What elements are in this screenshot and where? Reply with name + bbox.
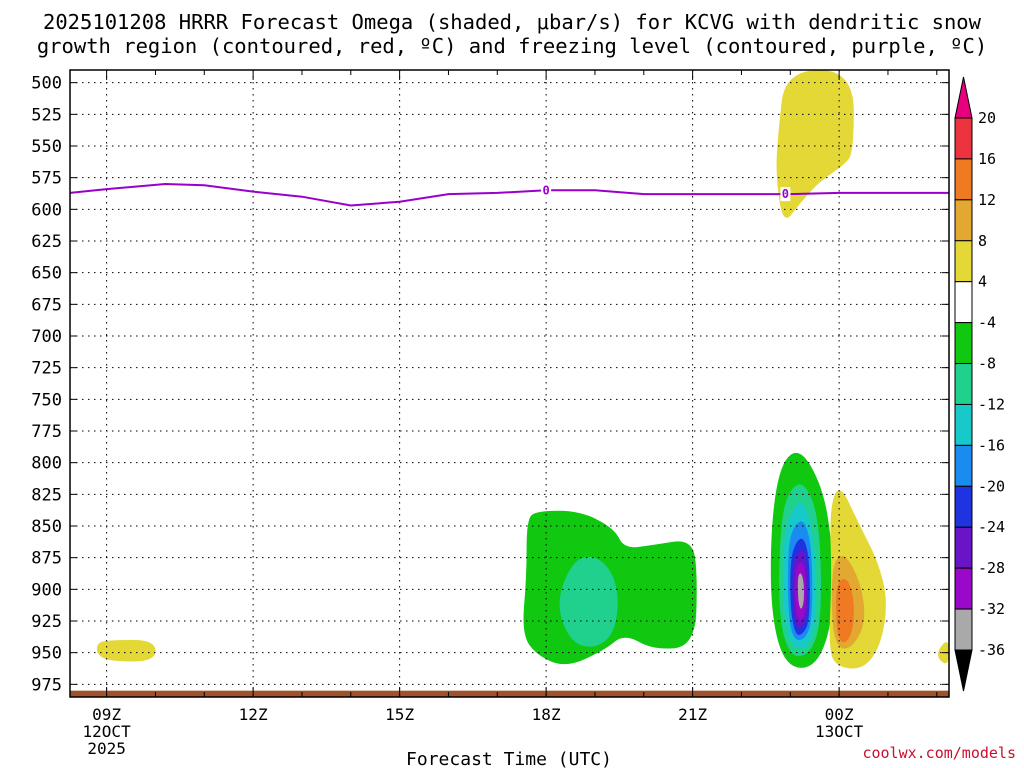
omega-region-sfc-rising-4-early [96,640,156,662]
x-tick-date-09Z: 12OCT [83,722,132,741]
y-tick-label-500: 500 [31,74,62,94]
colorbar-label-11: -28 [978,559,1005,577]
x-tick-label-09Z: 09Z [92,705,121,724]
colorbar-label-10: -24 [978,518,1005,536]
colorbar-swatch-6 [954,363,973,405]
y-tick-label-575: 575 [31,169,62,189]
colorbar-swatch-8 [954,444,973,487]
x-tick-label-15Z: 15Z [385,705,414,724]
x-tick-date-00Z: 13OCT [815,722,864,741]
y-tick-label-825: 825 [31,485,62,505]
colorbar-label-7: -12 [978,395,1005,413]
colorbar-label-1: 16 [978,150,996,168]
y-tick-label-775: 775 [31,422,62,442]
omega-region-teal-1 [559,556,618,647]
y-tick-label-900: 900 [31,580,62,600]
colorbar-swatch-1 [954,158,973,201]
y-tick-label-725: 725 [31,359,62,379]
omega-region-upper-rising-4 [776,70,854,218]
y-tick-label-875: 875 [31,549,62,569]
omega-region-rising-orange [836,579,854,643]
x-axis-label: Forecast Time (UTC) [406,749,612,768]
x-tick-year-09Z: 2025 [87,739,126,758]
colorbar-label-2: 12 [978,191,996,209]
colorbar-legend: 20 16 12 8 4 -4 -8 -12 -16 -20 -24 -28 -32 -36 [954,76,1005,692]
colorbar-label-9: -20 [978,477,1005,495]
x-tick-label-12Z: 12Z [239,705,268,724]
colorbar-label-3: 8 [978,232,987,250]
colorbar-label-13: -36 [978,641,1005,659]
colorbar-swatch-3 [954,240,973,283]
colorbar-label-0: 20 [978,109,996,127]
chart-title-line2: growth region (contoured, red, ºC) and f… [37,34,987,58]
grid-lines [70,70,949,697]
plot-area [70,70,949,697]
colorbar-top-arrow [954,76,973,119]
colorbar-label-8: -16 [978,436,1005,454]
omega-region-sinking-gray [797,573,804,609]
y-tick-label-625: 625 [31,232,62,252]
y-axis: 500 525 550 575 600 625 650 675 700 725 750 775 800 8… [31,74,949,695]
freezing-level-label-bg-0 [541,183,552,198]
colorbar-swatch-0 [954,117,973,160]
colorbar-label-5: -4 [978,314,996,332]
y-tick-label-550: 550 [31,137,62,157]
source-credit: coolwx.com/models [862,744,1016,762]
freezing-level-label-bg-1 [780,187,791,202]
x-tick-label-21Z: 21Z [678,705,707,724]
y-tick-label-750: 750 [31,390,62,410]
colorbar-swatch-5 [954,322,973,365]
ground-surface [70,690,949,697]
colorbar-swatch-12 [954,608,973,651]
colorbar-swatch-9 [954,485,973,528]
colorbar-label-12: -32 [978,600,1005,618]
colorbar-swatch-2 [954,199,973,242]
y-tick-label-925: 925 [31,612,62,632]
y-tick-label-650: 650 [31,264,62,284]
y-tick-label-800: 800 [31,454,62,474]
freezing-level-label-1: 0 [782,187,789,201]
y-tick-label-600: 600 [31,200,62,220]
colorbar-swatch-11 [954,567,973,610]
y-tick-label-700: 700 [31,327,62,347]
y-tick-label-525: 525 [31,105,62,125]
colorbar-bottom-arrow [954,649,973,692]
colorbar-label-6: -8 [978,355,996,373]
freezing-level-line [70,182,949,207]
y-tick-label-850: 850 [31,517,62,537]
y-tick-label-975: 975 [31,675,62,695]
x-tick-label-18Z: 18Z [532,705,561,724]
colorbar-label-4: 4 [978,273,987,291]
y-tick-label-950: 950 [31,644,62,664]
freezing-level-label-0: 0 [543,183,550,197]
colorbar-swatch-4 [954,281,973,324]
plot-frame [69,69,950,698]
chart-title-line1: 2025101208 HRRR Forecast Omega (shaded, … [43,10,982,34]
x-tick-label-00Z: 00Z [825,705,854,724]
colorbar-swatch-10 [954,526,973,569]
colorbar-swatch-7 [954,403,973,446]
y-tick-label-675: 675 [31,295,62,315]
